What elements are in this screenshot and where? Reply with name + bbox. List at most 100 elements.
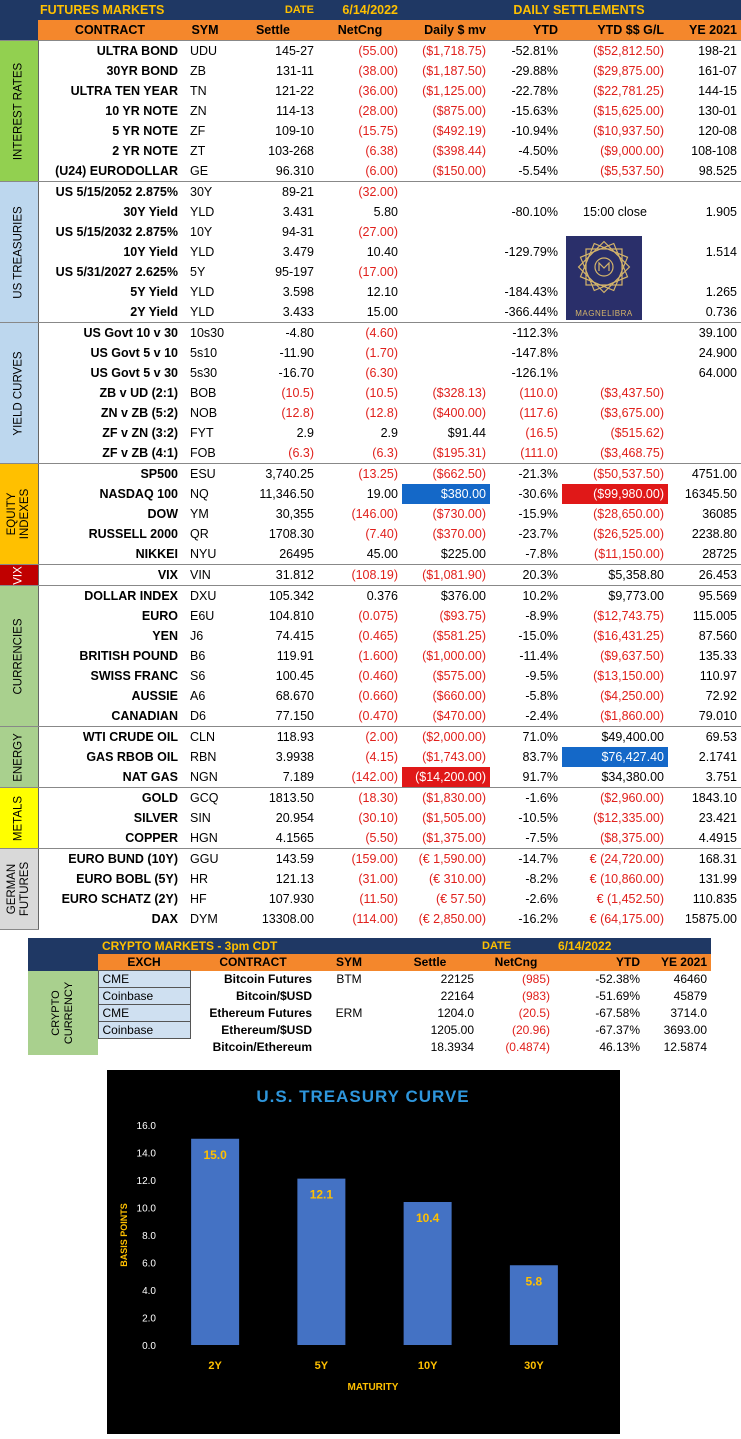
cell-sym: ZN [190,104,207,118]
cell-ytdgl: ($29,875.00) [593,64,664,78]
cell-daily [402,181,490,202]
cell-ye: 39.100 [668,322,741,343]
cell-contract: VIX [38,564,182,586]
category-crypto-currency: CRYPTO CURRENCY [28,970,98,1055]
cell-ytd: -10.5% [518,811,558,825]
cell-daily: (€ 1,590.00) [402,848,490,869]
cell-ytd: 71.0% [490,726,562,747]
table-row: EQUITY INDEXES SP500 ESU 3,740.25 (13.25) ($6… [0,463,741,565]
table-row: US 5/31/2027 2.625% 5Y 95-197 (17.00) [0,262,741,282]
crypto-cell-settle: 1205.00 [430,1023,475,1037]
cell-ye: 23.421 [698,811,737,825]
crypto-col-ytd: YTD [554,954,645,971]
category-yield-curves: YIELD CURVES [0,322,39,464]
cell-net: (28.00) [358,104,398,118]
cell-ytd: -1.6% [490,787,562,808]
crypto-cell-ye: 46460 [673,972,708,986]
cell-ytd: -5.8% [525,689,558,703]
date-value: 6/14/2022 [318,0,402,20]
cell-ytd: -2.6% [525,892,558,906]
cell-ytdgl: ($9,000.00) [600,144,664,158]
cell-net: (0.075) [358,609,398,623]
table-row: CANADIAN D6 77.150 (0.470) ($470.00) -2.4% ($1… [0,706,741,727]
cell-ytdgl: € (1,452.50) [596,892,664,906]
cell-settle: 3.479 [282,245,314,259]
cell-ytdgl: ($515.62) [610,426,664,440]
cell-settle: 11,346.50 [259,487,314,501]
table-row: DAX DYM 13308.00 (114.00) (€ 2,850.00) -16.2%… [0,909,741,929]
crypto-cell-sym [316,988,382,1005]
category-us-treasuries: US TREASURIES [0,181,39,323]
cell-settle: 100.45 [275,669,314,683]
cell-ye: 16345.50 [684,487,737,501]
table-row: ZF v ZB (4:1) FOB (6.3) (6.3) ($195.31) (111.… [0,443,741,464]
cell-net: (17.00) [358,265,398,279]
cell-ytd: -2.4% [525,709,558,723]
crypto-cell-ytd: -52.38% [595,972,641,986]
cell-ye [668,443,741,464]
crypto-cell-sym: BTM [336,972,362,986]
cell-ytd: -16.2% [518,912,558,926]
category-label: CRYPTO CURRENCY [50,981,75,1044]
cell-ye: 110.835 [692,892,737,906]
cell-ytd: -80.10% [511,205,558,219]
crypto-cell-ytd: -51.69% [595,989,641,1003]
cell-settle: (12.8) [281,406,314,420]
col-header-daily-mv: Daily $ mv [402,20,490,41]
cell-sym: D6 [190,709,206,723]
cell-ye [668,181,741,202]
table-title: FUTURES MARKETS [38,0,182,20]
cell-sym: YLD [190,245,215,259]
cell-settle: 1708.30 [268,527,314,541]
category-equity-indexes: EQUITY INDEXES [0,463,39,565]
cell-net: (13.25) [318,463,402,484]
table-row: 2 YR NOTE ZT 103-268 (6.38) ($398.44) -4.50% (… [0,141,741,161]
cell-ye: 24.900 [698,346,737,360]
cell-contract: 10Y Yield [123,245,178,259]
cell-ytdgl: ($1,860.00) [600,709,664,723]
cell-settle: 1813.50 [228,787,318,808]
cell-settle: (6.3) [288,446,314,460]
table-row: 10 YR NOTE ZN 114-13 (28.00) ($875.00) -15.63… [0,101,741,121]
cell-settle: 3,740.25 [228,463,318,484]
cell-ye [668,403,741,423]
cell-ytdgl: ($22,781.25) [593,84,664,98]
cell-ytd: -22.78% [511,84,558,98]
crypto-cell-exch: CME [97,970,191,988]
table-row: ZN v ZB (5:2) NOB (12.8) (12.8) ($400.00) (11… [0,403,741,423]
cell-ye: 115.005 [692,609,737,623]
table-row: US Govt 5 v 30 5s30 -16.70 (6.30) -126.1% 64.… [0,363,741,383]
table-row: 30Y Yield YLD 3.431 5.80 -80.10% 15:00 close 1… [0,202,741,222]
cell-sym: 30Y [182,181,228,202]
cell-contract: BRITISH POUND [79,649,178,663]
cell-daily: ($1,718.75) [402,40,490,61]
cell-ye: 0.736 [705,305,737,319]
cell-contract: ZB v UD (2:1) [99,386,178,400]
bar-2y [191,1138,240,1345]
col-header-sym: SYM [182,20,228,41]
cell-daily: ($2,000.00) [402,726,490,747]
cell-daily: ($93.75) [439,609,486,623]
logo-circle [594,257,614,277]
cell-sym: SIN [190,811,211,825]
crypto-table: CRYPTO MARKETS - 3pm CDT DATE 6/14/2022 … [28,938,712,1055]
cell-contract: ULTRA TEN YEAR [70,84,178,98]
cell-daily [402,282,490,302]
cell-settle: 103-268 [268,144,314,158]
cell-ytdgl: ($8,375.00) [600,831,664,845]
cell-ytd: 20.3% [490,564,562,586]
cell-contract: (U24) EURODOLLAR [55,164,178,178]
cell-daily: ($581.25) [432,629,486,643]
cell-contract: 2Y Yield [130,305,178,319]
crypto-cell-ytd: -67.37% [595,1023,641,1037]
cell-daily [402,363,490,383]
bar-data-label: 10.4 [416,1211,440,1225]
cell-net: (142.00) [351,770,398,784]
cell-settle: -4.80 [228,322,318,343]
table-row: 10Y Yield YLD 3.479 10.40 -129.79% 1.514 [0,242,741,262]
crypto-cell-exch: Coinbase [97,1021,191,1039]
cell-net: (1.70) [365,346,398,360]
category-label: ENERGY [12,732,25,782]
category-label: GERMAN FUTURES [6,861,31,916]
category-label: VIX [12,565,25,585]
